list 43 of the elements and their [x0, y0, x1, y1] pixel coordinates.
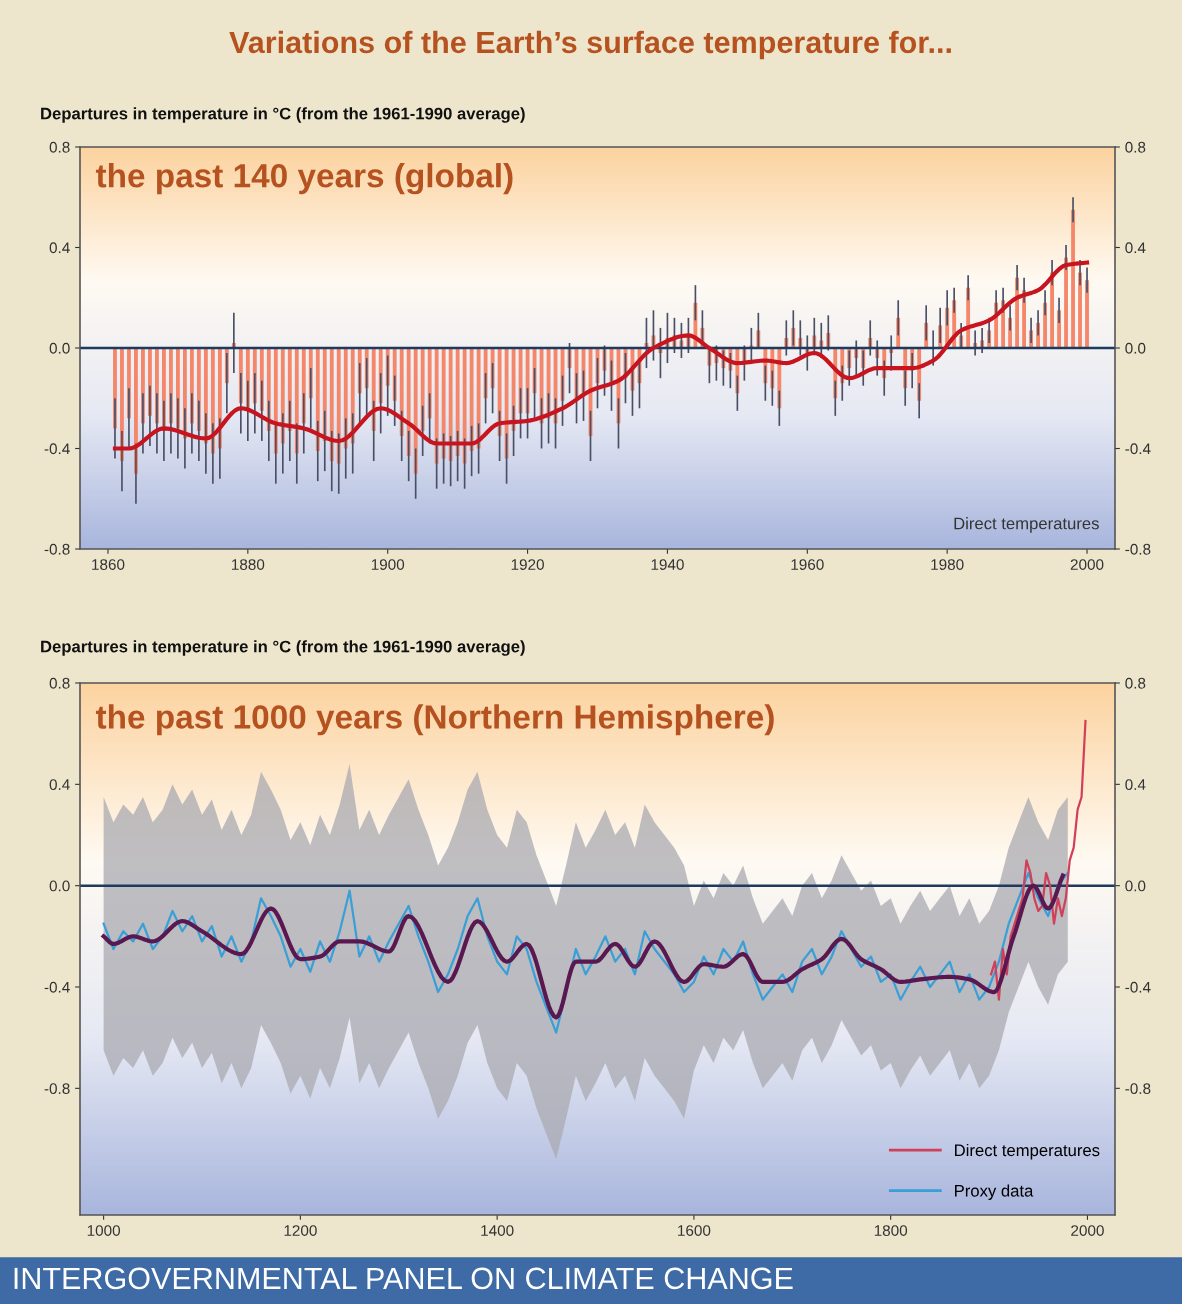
- x-tick-label: 1940: [651, 559, 684, 570]
- y-tick-label: -0.8: [44, 543, 70, 555]
- x-tick-label: 1400: [481, 1225, 514, 1236]
- y-tick-label: -0.8: [44, 1083, 70, 1095]
- chart-title: Variations of the Earth’s surface temperature for...: [229, 30, 951, 60]
- x-tick-label: 1000: [87, 1225, 121, 1236]
- y2-tick-label: -0.8: [1125, 1083, 1151, 1095]
- y-axis-title: Departures in temperature in °C (from the 1961-1990 average): [41, 107, 525, 123]
- x-tick-label: 1920: [511, 559, 544, 570]
- y-axis-title: Departures in temperature in °C (from the 1961-1990 average): [41, 640, 525, 656]
- y2-tick-label: -0.4: [1125, 981, 1151, 993]
- y2-tick-label: 0.4: [1125, 242, 1146, 254]
- y2-tick-label: 0.4: [1125, 779, 1146, 791]
- x-tick-label: 1960: [791, 559, 824, 570]
- x-tick-label: 1900: [371, 559, 405, 570]
- y-tick-label: 0.4: [49, 242, 70, 254]
- y2-tick-label: -0.4: [1125, 443, 1151, 455]
- legend-label: Proxy data: [955, 1184, 1034, 1200]
- y2-tick-label: 0.0: [1125, 880, 1146, 892]
- y-tick-label: 0.8: [49, 141, 70, 153]
- text: the past 1000 years (Northern Hemisphere): [95, 704, 774, 736]
- legend-label: Direct temperatures: [955, 1143, 1100, 1160]
- y2-tick-label: 0.8: [1125, 677, 1146, 689]
- y2-tick-label: 0.0: [1125, 342, 1146, 354]
- x-tick-label: 2000: [1071, 1225, 1104, 1236]
- x-tick-label: 1800: [874, 1225, 908, 1236]
- x-tick-label: 1980: [931, 559, 964, 570]
- y-tick-label: -0.4: [44, 981, 70, 993]
- y-tick-label: 0.8: [49, 677, 70, 689]
- y-tick-label: 0.0: [49, 880, 70, 892]
- x-tick-label: 2000: [1070, 559, 1104, 570]
- y-tick-label: -0.4: [44, 443, 70, 455]
- annotation: Direct temperatures: [954, 517, 1099, 533]
- y-tick-label: 0.4: [49, 779, 70, 791]
- text: INTERGOVERNMENTAL PANEL ON CLIMATE CHANGE: [14, 1267, 793, 1290]
- chart-subtitle: the past 140 years (global): [95, 163, 513, 195]
- x-tick-label: 1200: [284, 1225, 317, 1236]
- y2-tick-label: 0.8: [1125, 141, 1146, 153]
- y-tick-label: 0.0: [49, 342, 70, 354]
- x-tick-label: 1860: [92, 559, 125, 570]
- y2-tick-label: -0.8: [1125, 543, 1151, 555]
- x-tick-label: 1880: [232, 559, 265, 570]
- x-tick-label: 1600: [678, 1225, 711, 1236]
